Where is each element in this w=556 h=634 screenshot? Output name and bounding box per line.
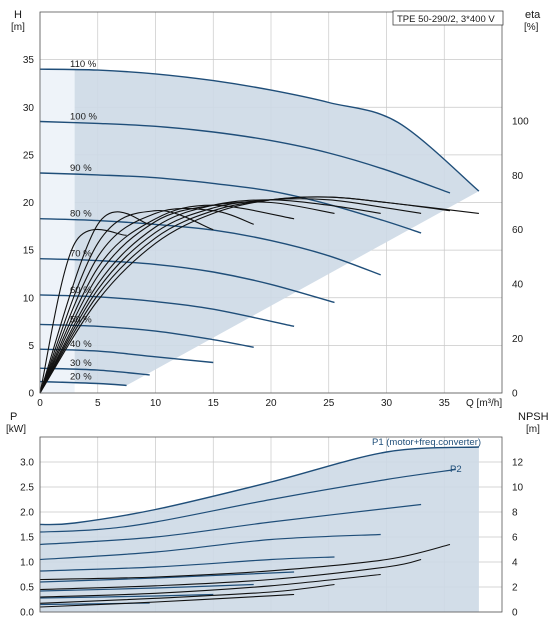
power-curve — [39, 533, 381, 561]
efficiency-curve — [39, 211, 150, 394]
power-curve — [39, 503, 422, 546]
npsh-curve — [39, 593, 295, 608]
eta-tick-label: 0 — [512, 389, 518, 400]
p2-curve-label: P2 — [450, 464, 462, 475]
power-envelope — [40, 447, 479, 612]
head-plot-border — [39, 11, 503, 394]
speed-label: 100 % — [70, 112, 97, 123]
x-tick-label: 20 — [265, 398, 277, 409]
head-curve — [39, 323, 254, 348]
head-axis-label: H — [14, 9, 22, 21]
efficiency-curve — [39, 204, 295, 394]
speed-label: 20 % — [70, 372, 92, 383]
eta-tick-label: 80 — [512, 171, 524, 182]
power-curve — [39, 571, 295, 583]
npsh-axis-label: NPSH — [518, 411, 549, 423]
y-tick-label: 20 — [23, 198, 35, 209]
speed-label: 30 % — [70, 358, 92, 369]
eta-axis-unit: [%] — [524, 22, 539, 33]
npsh-tick-label: 12 — [512, 458, 524, 469]
head-curve — [39, 380, 127, 387]
title-box-text: TPE 50-290/2, 3*400 V — [397, 14, 495, 25]
power-axis-unit: [kW] — [6, 424, 26, 435]
npsh-curve — [39, 573, 381, 598]
speed-label: 40 % — [70, 339, 92, 350]
power-tick-label: 3.0 — [20, 458, 34, 469]
efficiency-curve — [39, 196, 451, 394]
x-tick-label: 15 — [208, 398, 220, 409]
power-curve — [39, 468, 456, 533]
y-tick-label: 0 — [28, 389, 34, 400]
power-axis-label: P — [10, 411, 17, 423]
npsh-curve — [39, 543, 451, 581]
speed-label: 80 % — [70, 209, 92, 220]
x-tick-label: 5 — [95, 398, 101, 409]
speed-label: 70 % — [70, 249, 92, 260]
power-tick-label: 0.0 — [20, 608, 34, 619]
power-tick-label: 2.0 — [20, 508, 34, 519]
efficiency-curve — [39, 228, 127, 394]
y-tick-label: 30 — [23, 103, 35, 114]
head-axis-unit: [m] — [11, 22, 25, 33]
power-curve — [39, 446, 479, 526]
y-tick-label: 35 — [23, 55, 35, 66]
operating-envelope — [40, 69, 479, 386]
power-tick-label: 1.5 — [20, 533, 34, 544]
npsh-tick-label: 6 — [512, 533, 518, 544]
efficiency-curve — [39, 207, 254, 394]
npsh-tick-label: 10 — [512, 483, 524, 494]
y-tick-label: 25 — [23, 150, 35, 161]
y-tick-label: 5 — [28, 341, 34, 352]
power-tick-label: 0.5 — [20, 583, 34, 594]
x-tick-label: 30 — [381, 398, 393, 409]
head-curve — [39, 68, 480, 192]
title-box: TPE 50-290/2, 3*400 V — [392, 10, 504, 26]
speed-label: 90 % — [70, 163, 92, 174]
head-curve — [39, 258, 335, 304]
eta-axis-label: eta — [525, 9, 541, 21]
x-tick-label: 10 — [150, 398, 162, 409]
head-curve — [39, 172, 422, 234]
head-curve — [39, 218, 381, 276]
npsh-curve — [39, 558, 422, 591]
eta-tick-label: 60 — [512, 225, 524, 236]
y-tick-label: 10 — [23, 293, 35, 304]
power-plot-border — [39, 436, 503, 613]
power-curve — [39, 583, 254, 592]
npsh-tick-label: 2 — [512, 583, 518, 594]
x-tick-label: 0 — [37, 398, 43, 409]
head-curve — [39, 120, 451, 194]
npsh-axis-unit: [m] — [526, 424, 540, 435]
x-tick-label: 25 — [323, 398, 335, 409]
speed-label: 110 % — [70, 59, 97, 70]
efficiency-curve — [39, 210, 214, 394]
power-panel: 0.0 0.5 1.0 1.5 2.0 2.5 3.0 0 2 4 6 8 10 12 — [20, 436, 524, 619]
y-tick-label: 15 — [23, 246, 35, 257]
npsh-tick-label: 8 — [512, 508, 518, 519]
x-tick-label: 35 — [439, 398, 451, 409]
npsh-curve — [39, 583, 335, 604]
npsh-tick-label: 4 — [512, 558, 518, 569]
npsh-tick-label: 0 — [512, 608, 518, 619]
power-curve — [39, 593, 214, 599]
efficiency-curve — [39, 198, 422, 394]
power-curve — [39, 556, 335, 572]
head-panel: 110 %100 %90 %80 %70 %60 %50 %40 %30 %20… — [23, 11, 529, 409]
flow-axis-label: Q [m³/h] — [466, 398, 502, 409]
efficiency-curve — [39, 201, 335, 394]
p1-curve-label: P1 (motor+freq.converter) — [372, 437, 481, 448]
eta-tick-label: 40 — [512, 280, 524, 291]
eta-tick-label: 100 — [512, 116, 529, 127]
eta-tick-label: 20 — [512, 334, 524, 345]
power-tick-label: 1.0 — [20, 558, 34, 569]
power-tick-label: 2.5 — [20, 483, 34, 494]
axis-labels: H [m] eta [%] Q [m³/h] P [kW] NPSH [m] P… — [6, 9, 549, 475]
